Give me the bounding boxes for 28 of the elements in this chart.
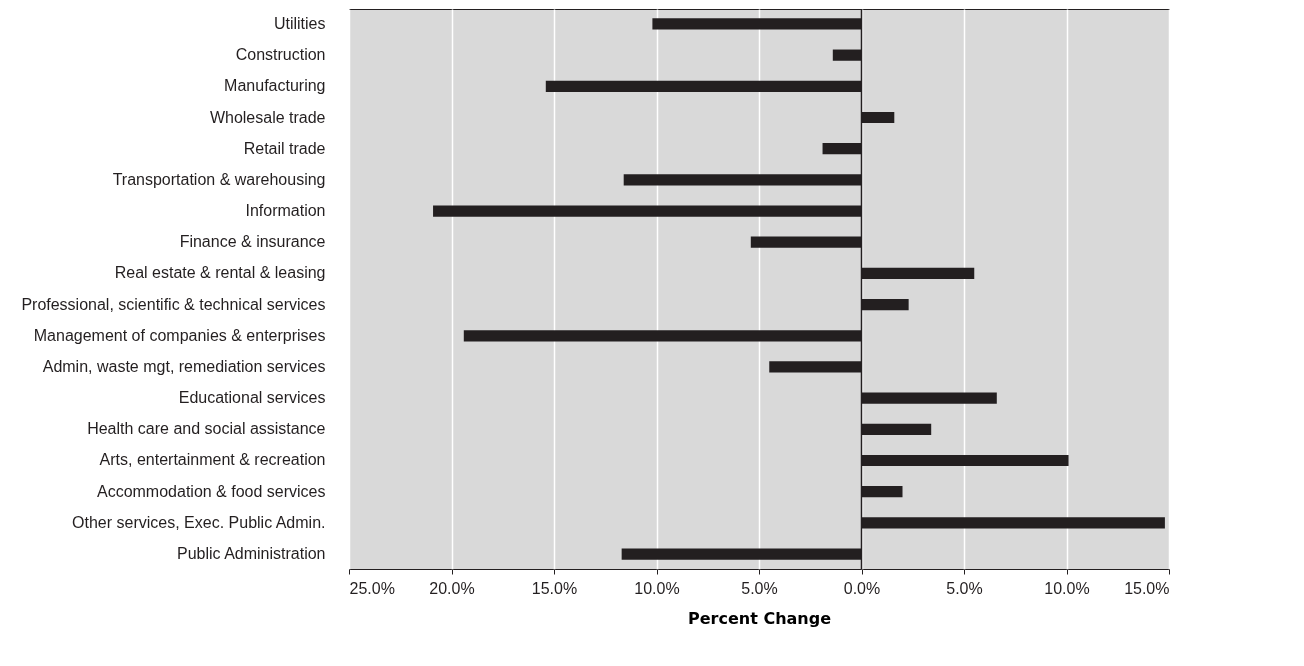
x-tick-label: 10.0% — [1044, 579, 1090, 597]
y-tick-label: Admin, waste mgt, remediation services — [42, 357, 326, 375]
y-tick-label: Accommodation & food services — [96, 482, 326, 500]
x-tick-label: 10.0% — [634, 579, 680, 597]
x-tick-label: 20.0% — [429, 579, 475, 597]
y-tick-label: Other services, Exec. Public Admin. — [72, 513, 326, 531]
y-tick-label: Health care and social assistance — [87, 420, 326, 438]
y-tick-label: Real estate & rental & leasing — [114, 264, 326, 282]
x-tick-label: 15.0% — [1124, 579, 1170, 597]
y-tick-label: Utilities — [273, 14, 326, 32]
x-tick-label: 25.0% — [349, 579, 395, 597]
x-tick-label: 0.0% — [843, 579, 881, 597]
y-tick-label: Information — [245, 202, 326, 220]
y-tick-label: Arts, entertainment & recreation — [99, 451, 326, 469]
x-tick-label: 5.0% — [741, 579, 778, 597]
y-tick-label: Management of companies & enterprises — [33, 326, 326, 344]
x-tick-label: 15.0% — [531, 579, 578, 597]
y-tick-label: Wholesale trade — [209, 108, 326, 126]
y-tick-label: Professional, scientific & technical services — [21, 295, 326, 313]
x-axis-title: Percent Change — [687, 608, 832, 628]
y-tick-label: Manufacturing — [224, 77, 326, 95]
y-tick-label: Construction — [235, 46, 326, 64]
y-tick-label: Retail trade — [243, 139, 326, 157]
y-tick-label: Transportation & warehousing — [112, 170, 326, 188]
y-tick-label: Educational services — [178, 389, 326, 407]
x-tick-label: 5.0% — [946, 579, 983, 597]
y-tick-label: Public Administration — [176, 545, 326, 563]
y-tick-label: Finance & insurance — [179, 233, 326, 251]
